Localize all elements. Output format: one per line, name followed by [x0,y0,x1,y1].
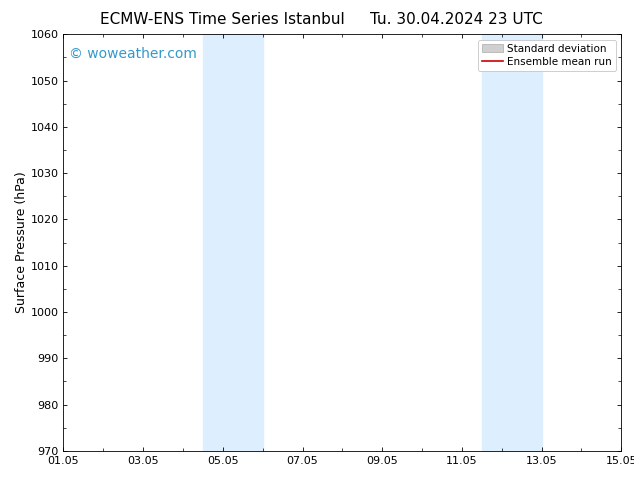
Bar [482,34,541,451]
Y-axis label: Surface Pressure (hPa): Surface Pressure (hPa) [15,172,28,314]
Legend: Standard deviation, Ensemble mean run: Standard deviation, Ensemble mean run [478,40,616,71]
Text: ECMW-ENS Time Series Istanbul: ECMW-ENS Time Series Istanbul [100,12,344,27]
Text: © woweather.com: © woweather.com [69,47,197,61]
Bar [203,34,262,451]
Text: Tu. 30.04.2024 23 UTC: Tu. 30.04.2024 23 UTC [370,12,543,27]
